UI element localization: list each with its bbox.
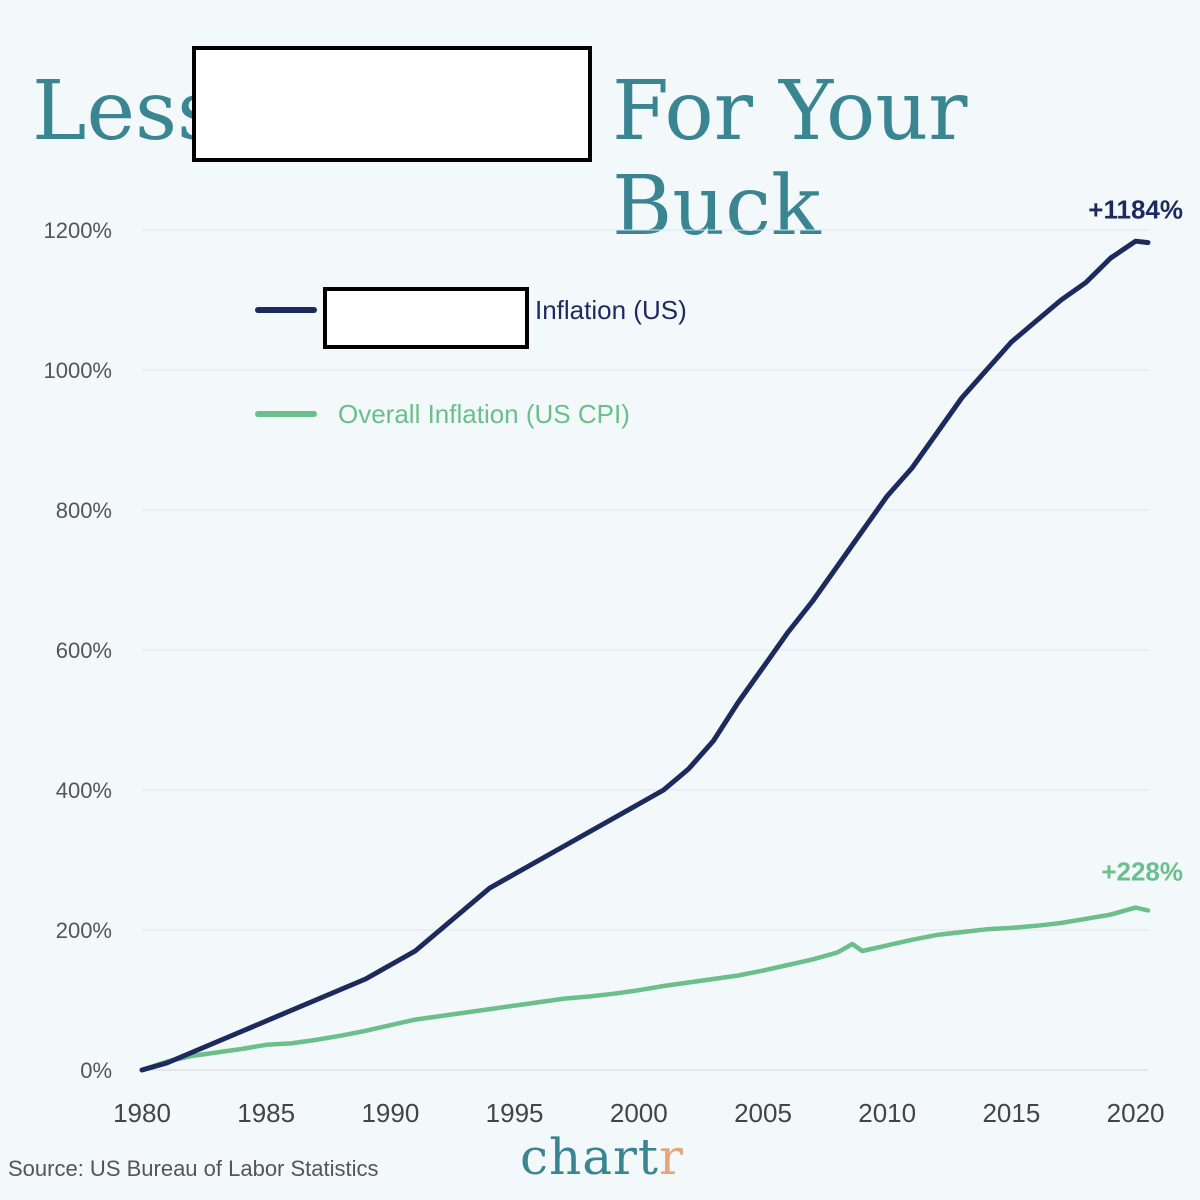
x-tick-label: 1995 bbox=[486, 1098, 544, 1128]
x-tick-label: 2010 bbox=[858, 1098, 916, 1128]
y-tick-label: 0% bbox=[80, 1058, 112, 1083]
x-tick-label: 2000 bbox=[610, 1098, 668, 1128]
series-line-inflation-us bbox=[139, 238, 1151, 1073]
x-tick-label: 1990 bbox=[361, 1098, 419, 1128]
x-tick-label: 2015 bbox=[982, 1098, 1040, 1128]
chartr-logo: chartr bbox=[520, 1128, 684, 1186]
legend-redaction-box bbox=[323, 287, 529, 349]
source-note: Source: US Bureau of Labor Statistics bbox=[8, 1156, 379, 1181]
y-tick-label: 1200% bbox=[43, 218, 112, 243]
y-tick-label: 600% bbox=[56, 638, 112, 663]
y-tick-label: 800% bbox=[56, 498, 112, 523]
title-left-text: Less bbox=[32, 64, 220, 159]
title-redaction-box bbox=[192, 46, 592, 162]
legend-label: Overall Inflation (US CPI) bbox=[338, 399, 630, 429]
logo-accent: r bbox=[659, 1128, 684, 1186]
legend-label: Inflation (US) bbox=[535, 295, 687, 325]
y-tick-label: 200% bbox=[56, 918, 112, 943]
x-tick-label: 1985 bbox=[237, 1098, 295, 1128]
logo-text: chart bbox=[520, 1128, 660, 1186]
x-tick-label: 1980 bbox=[113, 1098, 171, 1128]
y-tick-label: 1000% bbox=[43, 358, 112, 383]
title-right-text: For Your Buck bbox=[612, 64, 968, 254]
series-end-label: +1184% bbox=[1088, 195, 1183, 225]
x-tick-label: 2005 bbox=[734, 1098, 792, 1128]
series-end-label: +228% bbox=[1101, 856, 1183, 886]
chart-title: Less For Your Buck bbox=[0, 46, 1200, 254]
series-line-overall-cpi bbox=[139, 905, 1151, 1073]
y-tick-label: 400% bbox=[56, 778, 112, 803]
x-tick-label: 2020 bbox=[1107, 1098, 1165, 1128]
